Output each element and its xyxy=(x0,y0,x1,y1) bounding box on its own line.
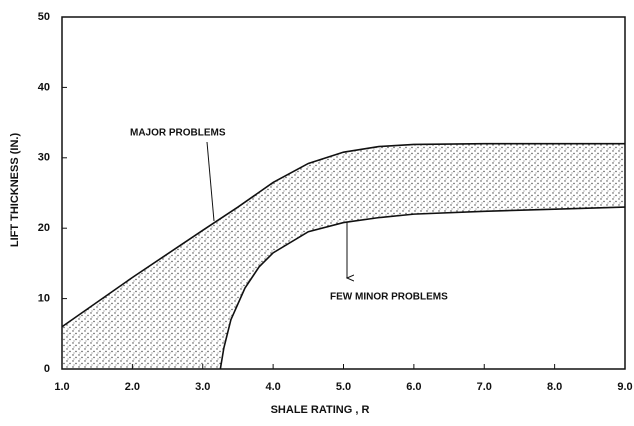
annotation: MAJOR PROBLEMS xyxy=(130,128,226,139)
x-tick-label: 7.0 xyxy=(477,381,492,393)
x-tick-label: 9.0 xyxy=(617,381,632,393)
y-tick-label: 20 xyxy=(38,222,50,234)
band-edge xyxy=(219,206,626,370)
x-tick-label: 8.0 xyxy=(547,381,562,393)
x-axis-label: SHALE RATING , R xyxy=(271,404,370,416)
y-tick-label: 40 xyxy=(38,81,50,93)
y-tick-label: 30 xyxy=(38,152,50,164)
x-tick-label: 2.0 xyxy=(125,381,140,393)
y-axis-label: LIFT THICKNESS (IN.) xyxy=(9,133,21,248)
x-tick-label: 4.0 xyxy=(265,381,280,393)
band-fill xyxy=(62,143,625,369)
band-edge xyxy=(61,142,625,328)
annotation: FEW MINOR PROBLEMS xyxy=(330,292,448,303)
y-tick-label: 10 xyxy=(38,293,50,305)
y-tick-label: 50 xyxy=(38,11,50,23)
x-tick-label: 6.0 xyxy=(406,381,421,393)
x-tick-label: 1.0 xyxy=(54,381,69,393)
x-tick-label: 5.0 xyxy=(336,381,351,393)
y-tick-label: 0 xyxy=(44,363,50,375)
annotation-arrow xyxy=(206,141,215,222)
x-tick-label: 3.0 xyxy=(195,381,210,393)
